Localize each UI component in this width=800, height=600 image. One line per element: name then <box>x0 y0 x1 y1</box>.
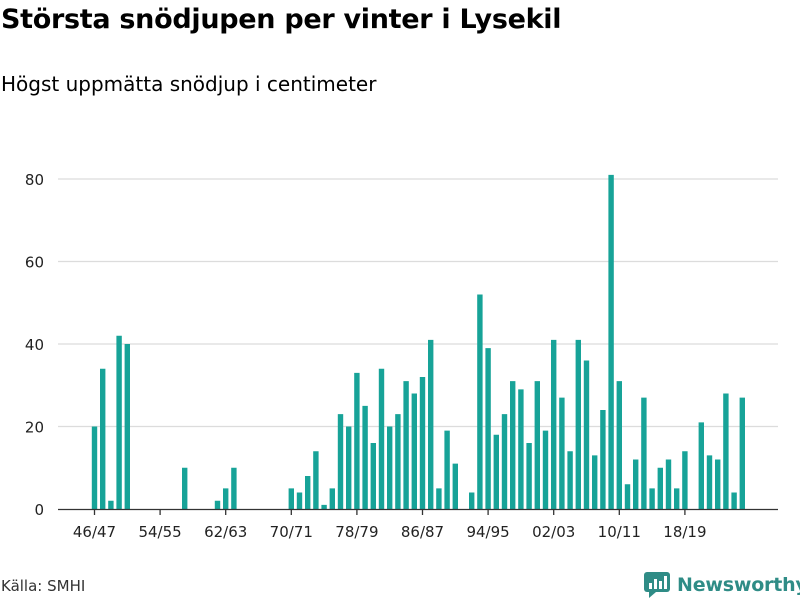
bar <box>321 504 327 509</box>
x-axis: 46/47 54/55 62/63 70/71 78/79 86/87 94/95 02/03… <box>58 508 778 541</box>
bar <box>444 430 450 509</box>
bar <box>723 393 729 509</box>
bar <box>100 368 106 509</box>
bar <box>436 488 442 509</box>
bar <box>518 389 524 509</box>
bar <box>592 455 598 509</box>
bar <box>657 467 663 509</box>
bar <box>419 377 426 509</box>
chart-title: Största snödjupen per vinter i Lysekil <box>1 4 562 35</box>
bar <box>354 372 360 509</box>
bar <box>395 414 401 509</box>
bar <box>329 488 335 509</box>
bar <box>575 339 581 509</box>
bar <box>387 426 393 509</box>
brand-logo[interactable]: Newsworthy <box>644 570 800 600</box>
source-note: Källa: SMHI <box>1 577 86 595</box>
bar <box>493 434 499 509</box>
bar <box>559 397 565 509</box>
bar <box>337 414 344 509</box>
x-tick-label: 62/63 <box>204 523 247 541</box>
y-tick-label: 80 <box>25 171 44 189</box>
x-tick-label: 78/79 <box>335 523 378 541</box>
bar <box>91 426 98 509</box>
bar <box>469 492 475 509</box>
x-tick-label: 10/11 <box>598 523 641 541</box>
bar <box>682 451 688 509</box>
y-tick-label: 60 <box>25 254 44 272</box>
y-tick-label: 40 <box>25 336 44 354</box>
bar <box>370 443 376 509</box>
bar <box>583 360 590 509</box>
y-tick-label: 0 <box>34 501 44 519</box>
bar <box>182 467 188 509</box>
bars <box>91 174 745 509</box>
bar <box>288 488 294 509</box>
bar <box>223 488 229 509</box>
x-tick-label: 86/87 <box>401 523 444 541</box>
x-tick-label: 94/95 <box>466 523 509 541</box>
bar <box>600 410 606 509</box>
x-tick-label: 70/71 <box>270 523 313 541</box>
bar <box>116 335 122 509</box>
bar <box>485 348 491 509</box>
bar <box>231 467 237 509</box>
bar <box>411 393 417 509</box>
bar <box>616 381 622 509</box>
bar <box>665 459 672 509</box>
chart-subtitle: Högst uppmätta snödjup i centimeter <box>1 72 377 96</box>
bar <box>731 492 737 509</box>
bar <box>641 397 647 509</box>
bar <box>739 397 745 509</box>
bar <box>649 488 655 509</box>
x-tick-label: 18/19 <box>663 523 706 541</box>
bar <box>706 455 713 509</box>
bar <box>608 174 614 509</box>
x-tick-label: 46/47 <box>73 523 116 541</box>
y-axis: 0 20 40 60 80 <box>25 171 44 519</box>
bar <box>362 405 368 509</box>
bar <box>674 488 680 509</box>
bar <box>551 339 557 509</box>
bar <box>296 492 303 509</box>
bar <box>526 443 532 509</box>
x-tick-label: 54/55 <box>138 523 181 541</box>
brand-name: Newsworthy <box>677 574 800 596</box>
gridlines <box>58 178 778 428</box>
bar <box>305 476 311 509</box>
bar <box>534 381 540 509</box>
bar <box>108 500 114 509</box>
bar <box>477 294 483 509</box>
bar-chart: 0 20 40 60 80 46/47 54/55 62/63 70/71 78/79 86/87… <box>25 171 778 541</box>
bar <box>452 463 458 509</box>
bar <box>501 414 508 509</box>
newsworthy-logo-icon <box>644 572 670 598</box>
y-tick-label: 20 <box>25 419 44 437</box>
bar <box>403 381 409 509</box>
bar <box>510 381 516 509</box>
bar <box>542 430 549 509</box>
bar <box>346 426 352 509</box>
bar <box>624 484 631 509</box>
bar <box>124 344 130 509</box>
bar <box>567 451 573 509</box>
bar <box>214 500 221 509</box>
bar <box>378 368 385 509</box>
bar <box>428 339 434 509</box>
x-tick-label: 02/03 <box>532 523 575 541</box>
bar <box>633 459 639 509</box>
bar <box>313 451 319 509</box>
bar <box>715 459 721 509</box>
bar <box>698 422 704 509</box>
